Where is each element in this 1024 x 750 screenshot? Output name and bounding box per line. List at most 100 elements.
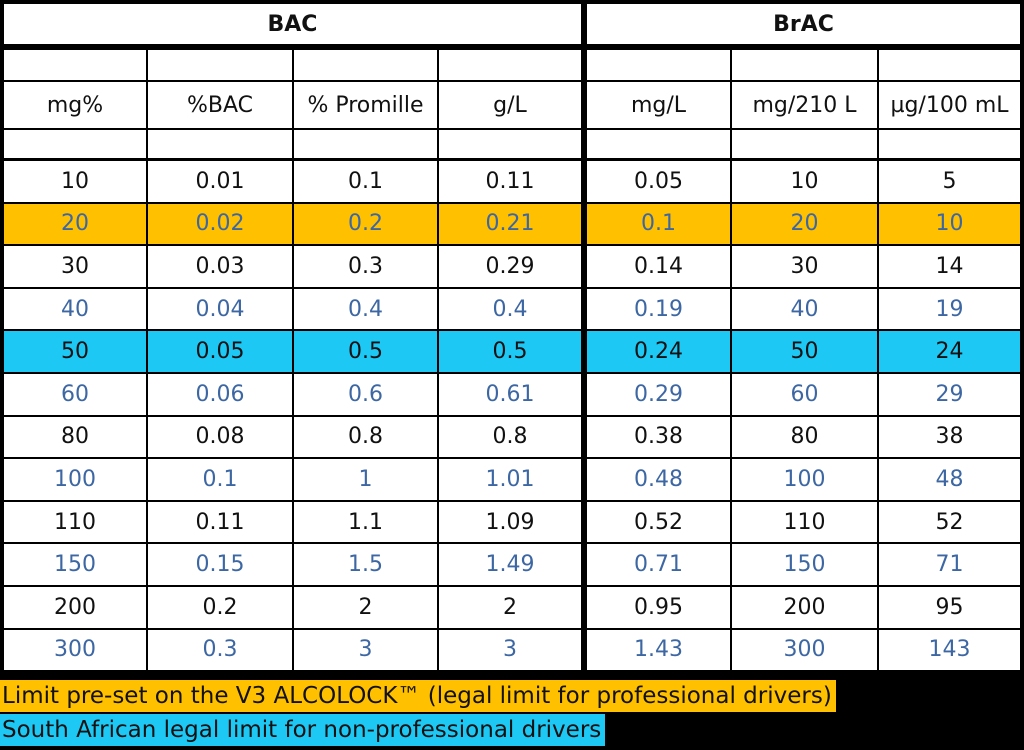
data-cell: 52 [879, 501, 1020, 543]
data-cell: 0.11 [439, 161, 581, 202]
unit-header: %BAC [148, 82, 292, 128]
data-cell: 200 [4, 587, 146, 628]
data-cell: 0.5 [439, 331, 581, 372]
group-header: BAC [4, 4, 581, 44]
legend-note: Limit pre-set on the V3 ALCOLOCK™ (legal… [0, 680, 836, 712]
unit-header: % Promille [294, 82, 437, 128]
unit-header: mg% [4, 82, 146, 128]
blank-cell [732, 130, 877, 158]
data-cell: 0.5 [294, 331, 437, 372]
data-cell: 60 [4, 374, 146, 415]
data-cell: 50 [732, 331, 877, 372]
blank-cell [439, 50, 581, 80]
data-cell: 10 [732, 161, 877, 202]
data-cell: 0.01 [148, 161, 292, 202]
data-cell: 0.05 [148, 331, 292, 372]
data-cell: 110 [732, 501, 877, 543]
data-cell: 150 [4, 544, 146, 585]
data-cell: 0.48 [587, 459, 730, 500]
data-cell: 0.03 [148, 246, 292, 287]
data-cell: 1.09 [439, 501, 581, 543]
data-cell: 30 [732, 246, 877, 287]
data-cell: 100 [4, 459, 146, 500]
data-cell: 0.1 [294, 161, 437, 202]
data-cell: 150 [732, 544, 877, 585]
data-cell: 143 [879, 629, 1020, 671]
data-cell: 0.3 [148, 629, 292, 671]
data-cell: 110 [4, 501, 146, 543]
data-cell: 10 [4, 161, 146, 202]
data-cell: 0.02 [148, 203, 292, 245]
blank-cell [4, 50, 146, 80]
data-cell: 0.29 [587, 374, 730, 415]
data-cell: 60 [732, 374, 877, 415]
unit-header: mg/L [587, 82, 730, 128]
data-cell: 24 [879, 331, 1020, 372]
data-cell: 1.43 [587, 629, 730, 671]
data-cell: 0.05 [587, 161, 730, 202]
data-cell: 20 [732, 203, 877, 245]
data-cell: 0.38 [587, 416, 730, 458]
group-header: BrAC [587, 4, 1020, 44]
data-cell: 2 [294, 587, 437, 628]
data-cell: 1.1 [294, 501, 437, 543]
data-cell: 40 [732, 288, 877, 330]
data-cell: 0.21 [439, 203, 581, 245]
data-cell: 2 [439, 587, 581, 628]
blank-cell [148, 50, 292, 80]
data-cell: 0.52 [587, 501, 730, 543]
data-cell: 29 [879, 374, 1020, 415]
data-cell: 48 [879, 459, 1020, 500]
data-cell: 0.3 [294, 246, 437, 287]
data-cell: 200 [732, 587, 877, 628]
blank-cell [294, 50, 437, 80]
data-cell: 0.14 [587, 246, 730, 287]
data-cell: 0.1 [148, 459, 292, 500]
data-cell: 30 [4, 246, 146, 287]
data-cell: 1.5 [294, 544, 437, 585]
data-cell: 19 [879, 288, 1020, 330]
data-cell: 0.71 [587, 544, 730, 585]
data-cell: 300 [4, 629, 146, 671]
data-cell: 0.19 [587, 288, 730, 330]
blank-cell [148, 130, 292, 158]
blank-cell [879, 130, 1020, 158]
data-cell: 300 [732, 629, 877, 671]
data-cell: 95 [879, 587, 1020, 628]
data-cell: 0.04 [148, 288, 292, 330]
data-cell: 0.4 [294, 288, 437, 330]
data-cell: 0.8 [439, 416, 581, 458]
data-cell: 3 [439, 629, 581, 671]
blank-cell [587, 50, 730, 80]
blank-cell [587, 130, 730, 158]
data-cell: 0.95 [587, 587, 730, 628]
data-cell: 80 [4, 416, 146, 458]
blank-cell [879, 50, 1020, 80]
data-cell: 0.8 [294, 416, 437, 458]
data-cell: 3 [294, 629, 437, 671]
data-cell: 0.2 [294, 203, 437, 245]
data-cell: 1.01 [439, 459, 581, 500]
data-cell: 1 [294, 459, 437, 500]
data-cell: 0.1 [587, 203, 730, 245]
data-cell: 0.15 [148, 544, 292, 585]
legend-note: South African legal limit for non-profes… [0, 714, 606, 746]
data-cell: 0.06 [148, 374, 292, 415]
data-cell: 10 [879, 203, 1020, 245]
data-cell: 20 [4, 203, 146, 245]
data-cell: 80 [732, 416, 877, 458]
data-cell: 100 [732, 459, 877, 500]
blank-cell [294, 130, 437, 158]
unit-header: µg/100 mL [879, 82, 1020, 128]
data-cell: 50 [4, 331, 146, 372]
data-cell: 0.61 [439, 374, 581, 415]
data-cell: 1.49 [439, 544, 581, 585]
data-cell: 0.24 [587, 331, 730, 372]
data-cell: 0.2 [148, 587, 292, 628]
data-cell: 14 [879, 246, 1020, 287]
data-cell: 71 [879, 544, 1020, 585]
data-cell: 5 [879, 161, 1020, 202]
data-cell: 38 [879, 416, 1020, 458]
data-cell: 0.4 [439, 288, 581, 330]
